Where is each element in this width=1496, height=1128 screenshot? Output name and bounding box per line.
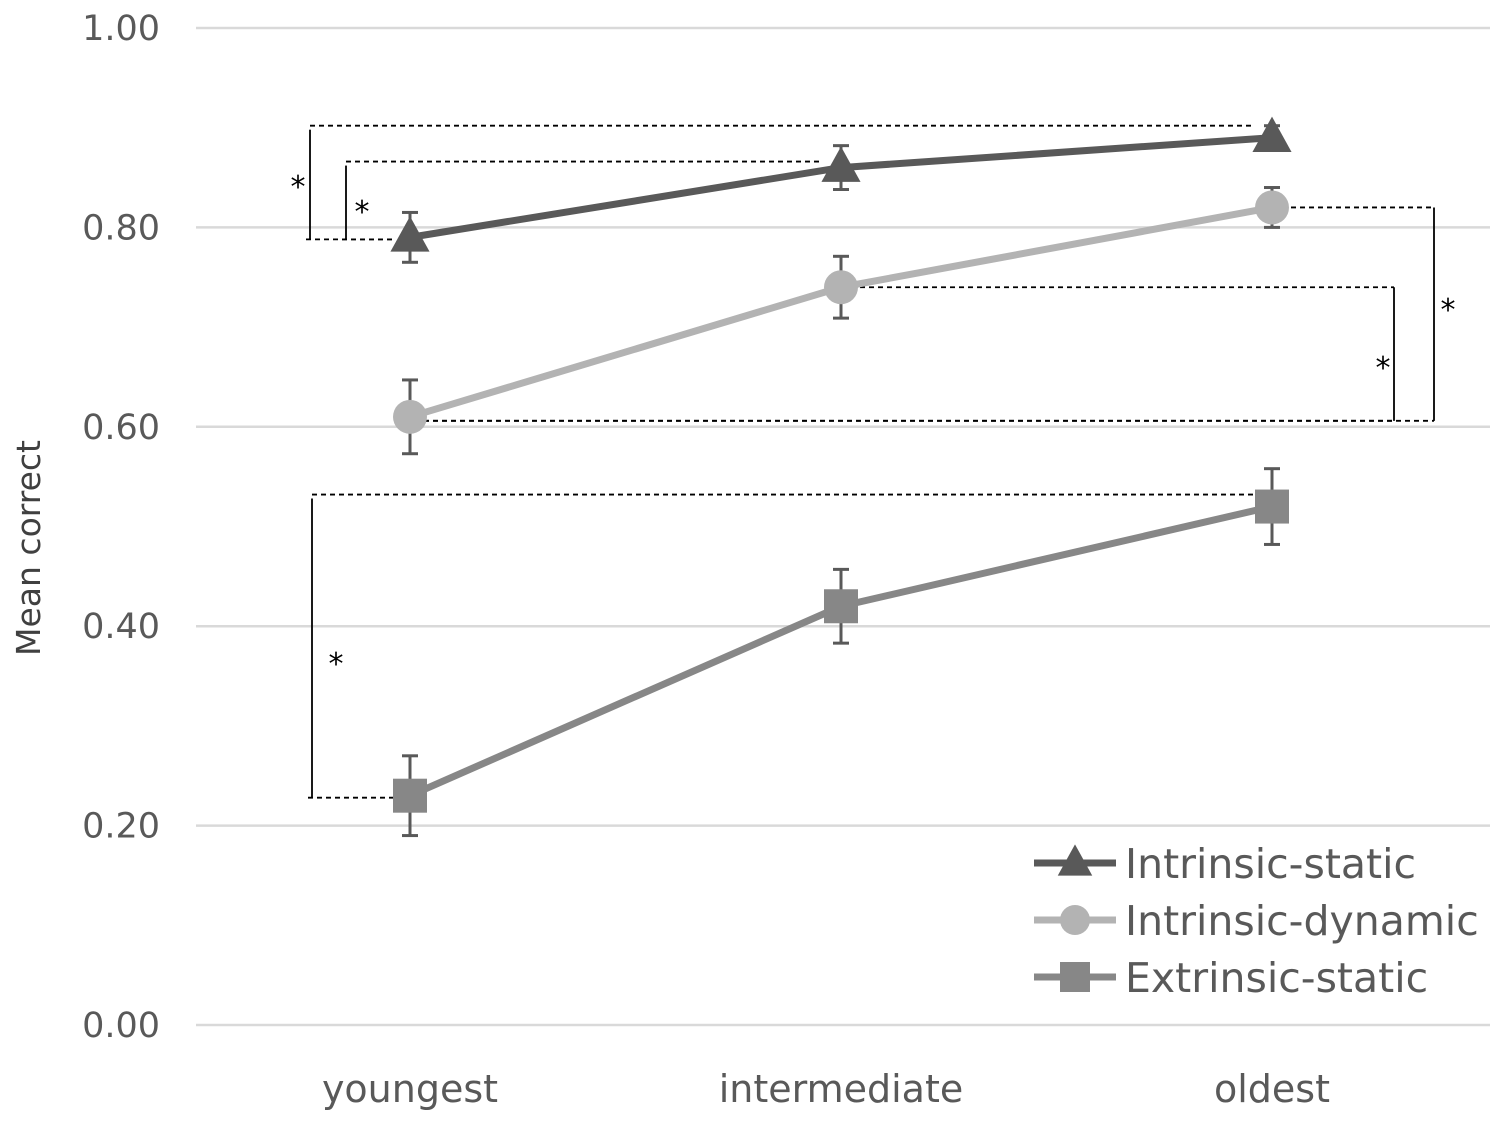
triangle-marker (821, 146, 861, 182)
significance-star: * (1376, 351, 1391, 386)
y-tick-label: 0.60 (82, 408, 160, 448)
legend: Intrinsic-static Intrinsic-dynamic Extrins… (1034, 840, 1479, 1002)
y-axis-label: Mean correct (9, 440, 48, 656)
square-marker (393, 778, 427, 813)
series-extrinsic-static (393, 467, 1289, 838)
y-tick-label: 0.80 (82, 208, 160, 248)
legend-item: Extrinsic-static (1034, 954, 1428, 1002)
legend-item: Intrinsic-dynamic (1034, 897, 1479, 945)
significance-star: * (1441, 293, 1456, 328)
x-tick-label: oldest (1214, 1067, 1330, 1111)
circle-marker (393, 399, 427, 434)
y-axis-ticks: 0.00 0.20 0.40 0.60 0.80 1.00 (82, 9, 160, 1046)
triangle-marker (390, 216, 430, 252)
legend-item: Intrinsic-static (1034, 840, 1416, 888)
y-tick-label: 0.40 (82, 607, 160, 647)
series-line (408, 503, 1273, 799)
circle-marker (1255, 190, 1289, 225)
legend-label: Extrinsic-static (1125, 954, 1428, 1002)
x-tick-label: youngest (322, 1067, 498, 1111)
legend-label: Intrinsic-static (1125, 840, 1416, 888)
series-group (390, 116, 1292, 838)
legend-label: Intrinsic-dynamic (1125, 897, 1479, 945)
square-marker (824, 589, 858, 624)
series-intrinsic-static (390, 116, 1292, 264)
triangle-marker (1057, 844, 1093, 876)
significance-star: * (355, 195, 370, 230)
significance-star: * (291, 170, 306, 205)
significance-bracket: * (424, 286, 1395, 422)
significance-star: * (329, 647, 344, 682)
square-marker (1255, 489, 1289, 524)
significance-bracket: * (424, 206, 1456, 422)
circle-marker (1060, 905, 1090, 935)
x-axis-ticks: youngest intermediate oldest (322, 1067, 1330, 1111)
significance-bracket: * (342, 160, 823, 241)
y-tick-label: 0.00 (82, 1006, 160, 1046)
significance-bracket: * (308, 493, 1254, 799)
y-tick-label: 1.00 (82, 9, 160, 49)
significance-bracket: * (291, 124, 1254, 241)
circle-marker (824, 270, 858, 305)
triangle-marker (1252, 116, 1292, 152)
square-marker (1060, 962, 1090, 992)
y-tick-label: 0.20 (82, 807, 160, 847)
series-intrinsic-dynamic (393, 186, 1289, 456)
significance-brackets: * * * * * (291, 124, 1456, 799)
x-tick-label: intermediate (719, 1067, 964, 1111)
